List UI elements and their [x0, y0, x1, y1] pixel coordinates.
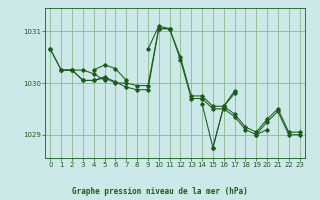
Text: Graphe pression niveau de la mer (hPa): Graphe pression niveau de la mer (hPa)	[72, 187, 248, 196]
